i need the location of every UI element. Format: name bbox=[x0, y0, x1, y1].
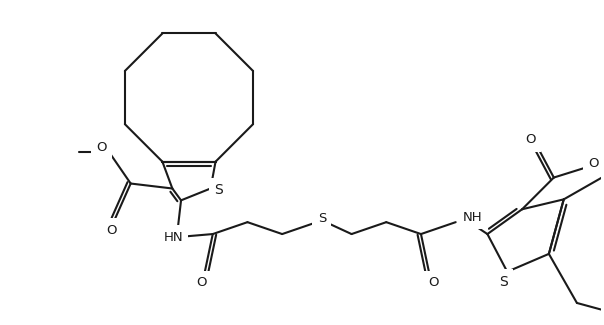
Text: O: O bbox=[106, 224, 117, 237]
Text: O: O bbox=[97, 141, 107, 154]
Text: HN: HN bbox=[163, 230, 183, 243]
Text: NH: NH bbox=[463, 211, 482, 224]
Text: S: S bbox=[499, 275, 507, 289]
Text: S: S bbox=[214, 184, 223, 198]
Text: O: O bbox=[525, 133, 535, 146]
Text: O: O bbox=[588, 157, 599, 170]
Text: O: O bbox=[197, 276, 207, 289]
Text: O: O bbox=[429, 276, 439, 289]
Text: S: S bbox=[318, 212, 326, 225]
